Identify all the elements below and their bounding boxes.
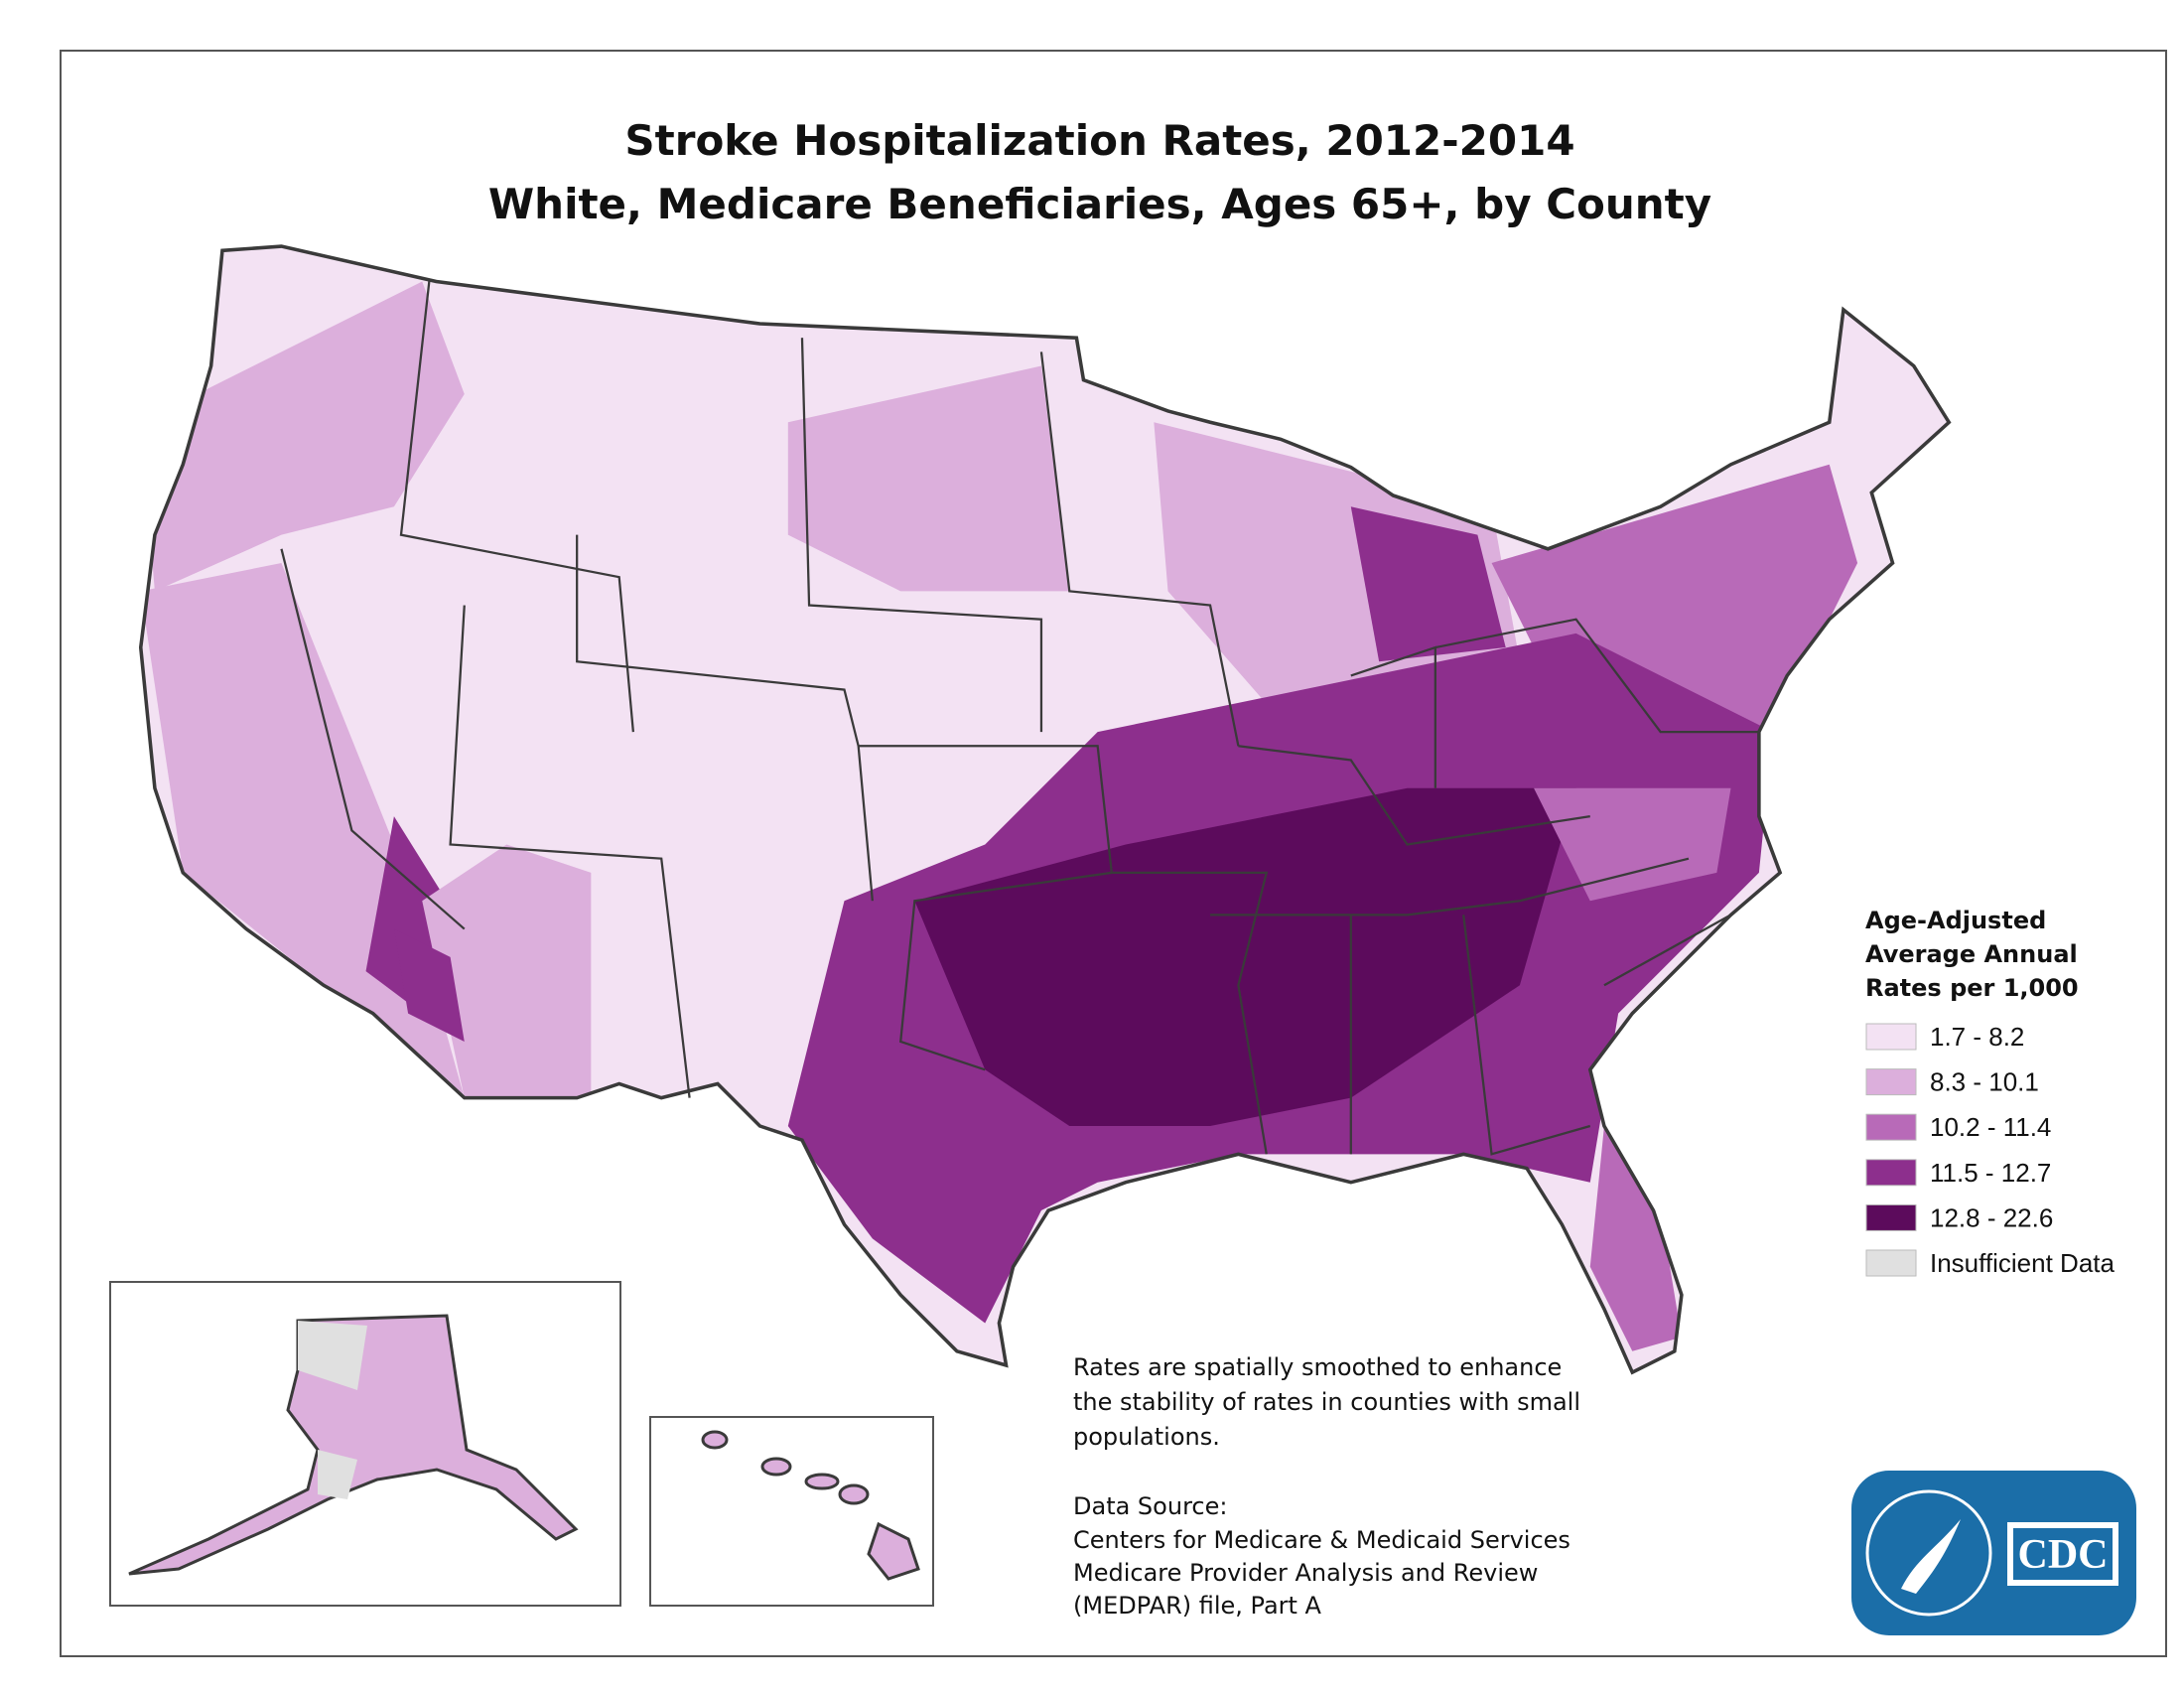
map-region bbox=[787, 365, 1070, 592]
map-region bbox=[1350, 506, 1506, 662]
inset-frame bbox=[649, 1416, 934, 1607]
source-line: Centers for Medicare & Medicaid Services bbox=[1073, 1526, 1570, 1554]
legend-label: 1.7 - 8.2 bbox=[1930, 1022, 2024, 1052]
source-line: Medicare Provider Analysis and Review bbox=[1073, 1559, 1538, 1587]
island bbox=[804, 1473, 840, 1490]
map-region bbox=[140, 281, 465, 592]
island bbox=[838, 1483, 870, 1505]
legend-label: Insufficient Data bbox=[1930, 1248, 2116, 1278]
alaska-inset bbox=[109, 1281, 621, 1607]
alaska-region bbox=[298, 1321, 367, 1390]
legend-swatch bbox=[1865, 1203, 1917, 1231]
legend-swatch bbox=[1865, 1068, 1917, 1096]
hhs-seal bbox=[1865, 1489, 1992, 1617]
legend-label: 12.8 - 22.6 bbox=[1930, 1202, 2053, 1232]
island bbox=[867, 1521, 920, 1581]
us-map bbox=[138, 244, 1952, 1374]
source-line: Data Source: bbox=[1073, 1492, 1227, 1520]
logo-badge bbox=[1851, 1471, 2136, 1635]
source-line: (MEDPAR) file, Part A bbox=[1073, 1592, 1322, 1620]
island bbox=[760, 1457, 792, 1477]
cdc-logo: CDC bbox=[1851, 1471, 2136, 1635]
legend-title: Rates per 1,000 bbox=[1865, 974, 2079, 1002]
island bbox=[701, 1430, 729, 1450]
legend-label: 11.5 - 12.7 bbox=[1930, 1158, 2051, 1188]
note-line: populations. bbox=[1073, 1423, 1220, 1451]
title-line: White, Medicare Beneficiaries, Ages 65+,… bbox=[488, 180, 1711, 228]
note-line: Rates are spatially smoothed to enhance bbox=[1073, 1353, 1562, 1381]
cdc-inner bbox=[2013, 1528, 2113, 1580]
inset-frame bbox=[109, 1281, 621, 1607]
legend-label: 8.3 - 10.1 bbox=[1930, 1067, 2039, 1097]
legend-title: Average Annual bbox=[1865, 940, 2078, 968]
legend-label: 10.2 - 11.4 bbox=[1930, 1112, 2051, 1142]
alaska-region bbox=[318, 1450, 357, 1499]
cdc-text: CDC bbox=[2018, 1532, 2109, 1578]
title-line: Stroke Hospitalization Rates, 2012-2014 bbox=[624, 116, 1574, 165]
state-borders bbox=[280, 281, 1759, 1156]
legend-swatch bbox=[1865, 1113, 1917, 1141]
map-region bbox=[393, 928, 465, 1042]
hawaii-inset bbox=[649, 1416, 934, 1607]
legend: Age-Adjusted Average Annual Rates per 1,… bbox=[1865, 907, 2116, 1278]
legend-swatch bbox=[1865, 1023, 1917, 1051]
map-region bbox=[1589, 1126, 1682, 1351]
note-line: the stability of rates in counties with … bbox=[1073, 1388, 1580, 1416]
map-region bbox=[422, 844, 592, 1098]
hhs-eagle bbox=[1901, 1519, 1961, 1594]
legend-title: Age-Adjusted bbox=[1865, 907, 2046, 934]
frame bbox=[60, 50, 2167, 1657]
legend-swatch bbox=[1865, 1159, 1917, 1187]
notes: Rates are spatially smoothed to enhance … bbox=[1073, 1353, 1580, 1620]
legend-swatch bbox=[1865, 1249, 1917, 1277]
